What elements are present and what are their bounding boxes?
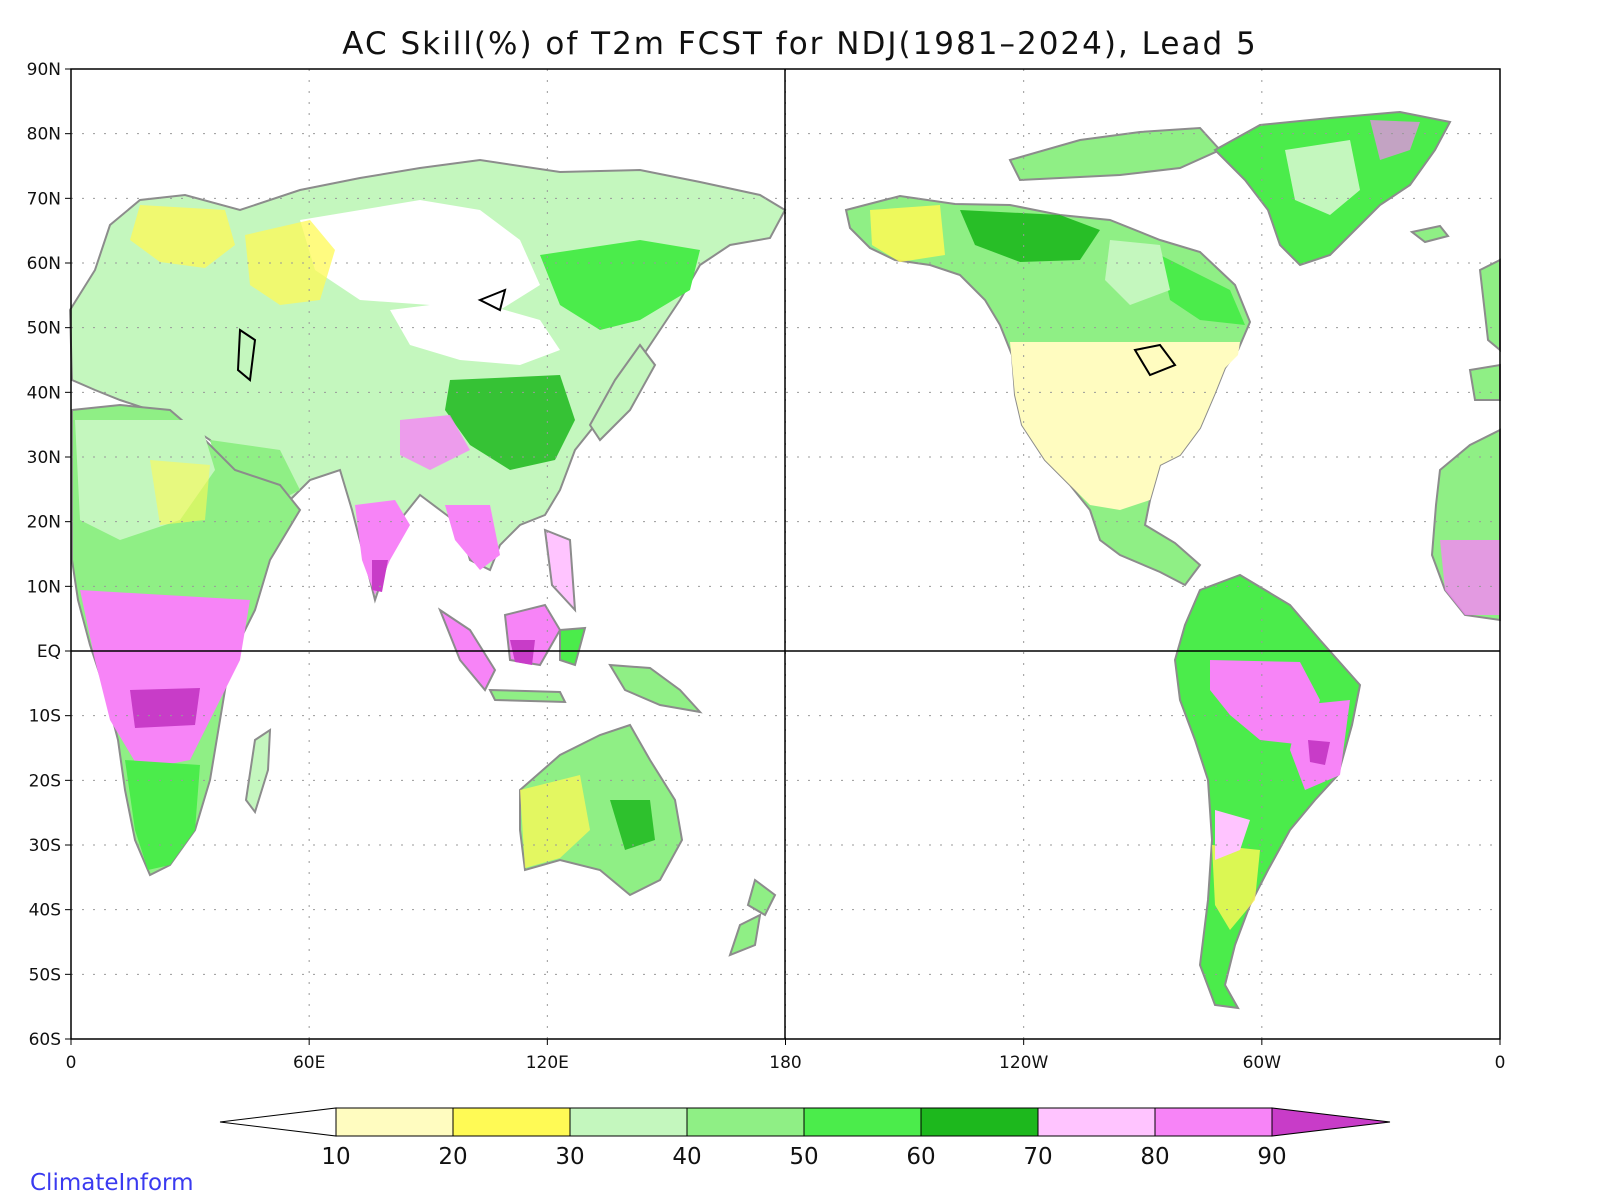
china-skill-high [445,375,575,470]
indochina-skill-high [445,505,500,570]
patagonia-skill-mix [1212,845,1260,930]
colorbar-swatch [803,1107,922,1137]
australia-se-skill-high [610,800,655,850]
map-title: AC Skill(%) of T2m FCST for NDJ(1981–202… [342,26,1258,62]
colorbar-tick-label: 10 [321,1144,350,1170]
java-land [488,688,567,704]
colorbar-tick-label: 40 [672,1144,701,1170]
central-africa-skill-high [80,590,250,770]
lat-tick-label: EQ [37,642,61,662]
lat-tick-label: 50N [27,319,61,339]
russia-west-skill-low [245,220,335,305]
colorbar-low-extend [219,1107,337,1137]
lon-tick-label: 120E [526,1053,569,1073]
lon-tick-label: 180 [769,1053,801,1073]
lat-tick-label: 60N [27,254,61,274]
colorbar-swatch [569,1107,688,1137]
lat-tick-label: 10N [27,577,61,597]
lat-tick-label: 90N [27,60,61,80]
north-america-skill-low [1010,342,1240,510]
caspian-outline [236,328,257,382]
lon-tick-label: 60W [1243,1053,1282,1073]
philippines-land [543,528,577,613]
southern-africa-skill [125,760,200,870]
east-siberia-skill-high [540,240,700,330]
colorbar-tick-label: 90 [1257,1144,1286,1170]
colorbar-tick-label: 30 [555,1144,584,1170]
credit-text: ClimateInform [30,1170,194,1196]
canada-east-skill [1160,255,1245,325]
alaska-skill-low [870,205,945,262]
lat-tick-label: 80N [27,125,61,145]
india-skill-high [355,500,410,595]
lat-tick-label: 40S [29,901,61,921]
greenland-skill-high [1370,120,1420,160]
amazon-skill-high [1210,660,1320,745]
lat-tick-label: 60S [29,1030,61,1050]
lon-tick-label: 0 [66,1053,77,1073]
land-skill-shading [68,110,1501,1010]
mongolia-skill-none [390,300,560,365]
arctic-islands-land [1008,126,1222,182]
latitude-tick-labels: 90N 80N 70N 60N 50N 40N 30N 20N 10N EQ 10S 20S 30S 40… [27,60,71,1050]
lat-tick-label: 20S [29,771,61,791]
new-zealand-south-land [728,913,762,957]
angola-skill-max [130,688,200,728]
south-america-land [1173,573,1362,1010]
lat-tick-label: 50S [29,965,61,985]
longitude-tick-labels: 0 60E 120E 180 120W 60W 0 [66,1039,1506,1073]
colorbar: 10 20 30 40 50 60 70 80 90 [219,1107,1391,1170]
colorbar-tick-label: 70 [1023,1144,1052,1170]
india-south-skill-max [372,560,388,592]
lat-tick-label: 20N [27,513,61,533]
greenland-skill-low [1285,140,1360,215]
lon-tick-label: 60E [293,1053,325,1073]
siberia-skill-none [300,200,540,310]
colorbar-tick-label: 50 [789,1144,818,1170]
brazil-core-skill-max [1308,740,1330,765]
new-zealand-north-land [746,878,777,917]
colorbar-tick-label: 20 [438,1144,467,1170]
scandinavia-skill-low [130,205,235,268]
great-lakes-outline [1133,343,1177,377]
canada-skill-high [960,210,1100,262]
tibet-skill-high [400,415,470,470]
lat-tick-label: 30N [27,448,61,468]
sahel-skill-low [150,460,210,525]
iberia-land [1468,363,1501,401]
canada-hudson-skill [1105,240,1170,305]
colorbar-swatch [335,1107,454,1137]
new-guinea-land [608,663,703,714]
colorbar-swatch [1154,1107,1273,1137]
lat-tick-label: 40N [27,383,61,403]
europe-west-land [1478,258,1501,353]
colorbar-swatch [920,1107,1039,1137]
southern-cone-skill-high [1215,810,1250,860]
lat-tick-label: 70N [27,189,61,209]
lat-tick-label: 10S [29,707,61,727]
australia-west-skill-low [520,775,590,868]
madagascar-land [244,728,272,815]
baikal-outline [477,288,507,312]
lon-tick-label: 0 [1495,1053,1506,1073]
iceland-land [1409,224,1450,244]
lon-tick-label: 120W [999,1053,1048,1073]
colorbar-tick-label: 60 [906,1144,935,1170]
colorbar-tick-label: 80 [1140,1144,1169,1170]
west-africa-skill-high [1440,540,1500,615]
colorbar-high-extend [1271,1107,1391,1137]
colorbar-swatch [452,1107,571,1137]
borneo-skill-max [510,640,535,665]
colorbar-swatch [1037,1107,1156,1137]
colorbar-swatch [686,1107,805,1137]
sulawesi-land [559,626,587,667]
sumatra-land [437,607,497,692]
lat-tick-label: 30S [29,836,61,856]
